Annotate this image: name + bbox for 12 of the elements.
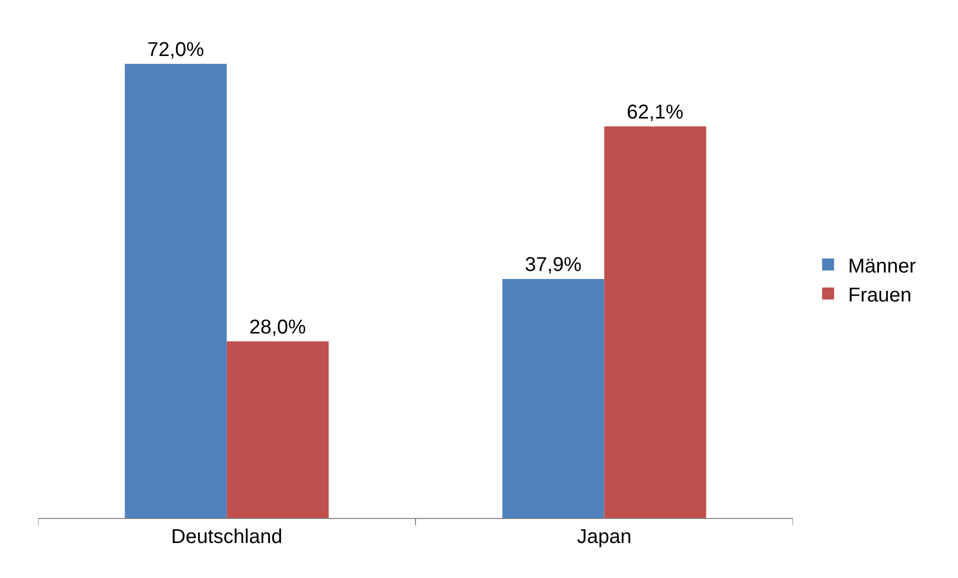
bar — [502, 278, 604, 518]
bar — [604, 126, 706, 518]
data-label: 72,0% — [147, 38, 204, 61]
data-label: 62,1% — [626, 101, 684, 124]
data-label: 28,0% — [249, 316, 306, 338]
bar — [124, 64, 227, 518]
bar — [226, 341, 329, 518]
legend-label: Frauen — [848, 284, 912, 306]
legend-label: Männer — [848, 255, 916, 278]
x-tick-label: Japan — [577, 526, 632, 548]
data-label: 37,9% — [524, 254, 582, 276]
x-tick-label: Deutschland — [171, 526, 282, 548]
